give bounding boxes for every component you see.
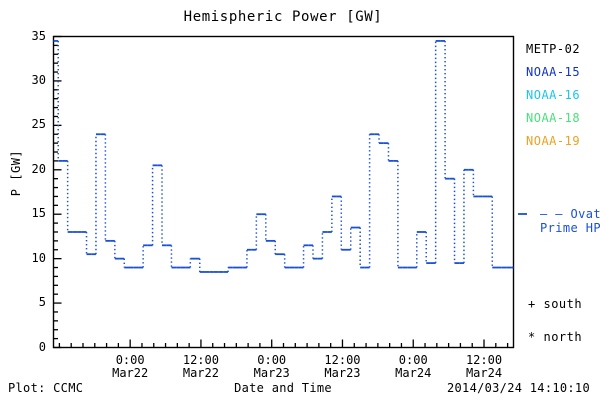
y-axis-ticks <box>53 35 62 349</box>
x-tick-label: 0:00 Mar22 <box>95 352 165 380</box>
y-tick-label: 35 <box>31 28 46 43</box>
plot-credit: Plot: CCMC <box>8 381 84 395</box>
x-tick-label: 0:00 Mar23 <box>237 352 307 380</box>
y-tick-label: 30 <box>31 72 46 87</box>
y-tick-label: 5 <box>38 295 46 310</box>
plot-border <box>52 35 515 349</box>
x-tick-label-date: Mar22 <box>112 365 149 380</box>
legend-marker-north-label: north <box>543 330 583 344</box>
x-tick-label-date: Mar23 <box>253 365 290 380</box>
legend-entry-noaa-15: NOAA-15 <box>526 65 581 79</box>
x-tick-label-date: Mar23 <box>324 365 361 380</box>
plus-icon: + <box>528 297 536 311</box>
x-tick-label: 0:00 Mar24 <box>378 352 448 380</box>
axes-frame <box>52 35 515 349</box>
x-tick-label-date: Mar22 <box>182 365 219 380</box>
x-axis-title: Date and Time <box>234 381 332 395</box>
y-tick-label: 0 <box>38 339 46 354</box>
x-axis-ticks <box>58 339 509 348</box>
asterisk-icon: * <box>528 330 536 344</box>
plot-timestamp: 2014/03/24 14:10:10 <box>447 381 590 395</box>
ovation-legend-label: — — Ovation Prime HPI <box>540 207 600 235</box>
legend-marker-south: + south <box>528 297 582 311</box>
x-tick-label-time: 0:00 <box>257 352 287 367</box>
satellite-legend: METP-02 NOAA-15 NOAA-16 NOAA-18 NOAA-19 <box>526 42 580 157</box>
x-tick-label: 12:00 Mar23 <box>307 352 377 380</box>
y-tick-label: 20 <box>31 161 46 176</box>
data-series-group <box>53 40 514 273</box>
x-tick-label: 12:00 Mar22 <box>166 352 236 380</box>
x-tick-label-time: 0:00 <box>115 352 145 367</box>
x-tick-label-date: Mar24 <box>465 365 503 380</box>
legend-marker-north: * north <box>528 330 582 344</box>
series-ovation-prime-hpi <box>53 40 514 273</box>
x-tick-label: 12:00 Mar24 <box>449 352 519 380</box>
x-tick-label-time: 12:00 <box>324 352 361 367</box>
legend-marker-south-label: south <box>543 297 583 311</box>
ovation-legend-line1: — — Ovation <box>540 207 600 221</box>
x-tick-label-time: 0:00 <box>398 352 428 367</box>
legend-entry-metp-02: METP-02 <box>526 42 581 56</box>
legend-entry-noaa-16: NOAA-16 <box>526 88 581 102</box>
y-tick-label: 25 <box>31 117 46 132</box>
page-title: Hemispheric Power [GW] <box>183 9 383 25</box>
y-tick-label: 15 <box>31 206 46 221</box>
legend-entry-noaa-18: NOAA-18 <box>526 111 581 125</box>
ovation-legend-line2: Prime HPI <box>540 221 600 235</box>
y-tick-label: 10 <box>31 250 46 265</box>
x-tick-label-time: 12:00 <box>182 352 219 367</box>
x-tick-label-date: Mar24 <box>395 365 432 380</box>
legend-entry-noaa-19: NOAA-19 <box>526 134 581 148</box>
x-tick-label-time: 12:00 <box>465 352 503 367</box>
